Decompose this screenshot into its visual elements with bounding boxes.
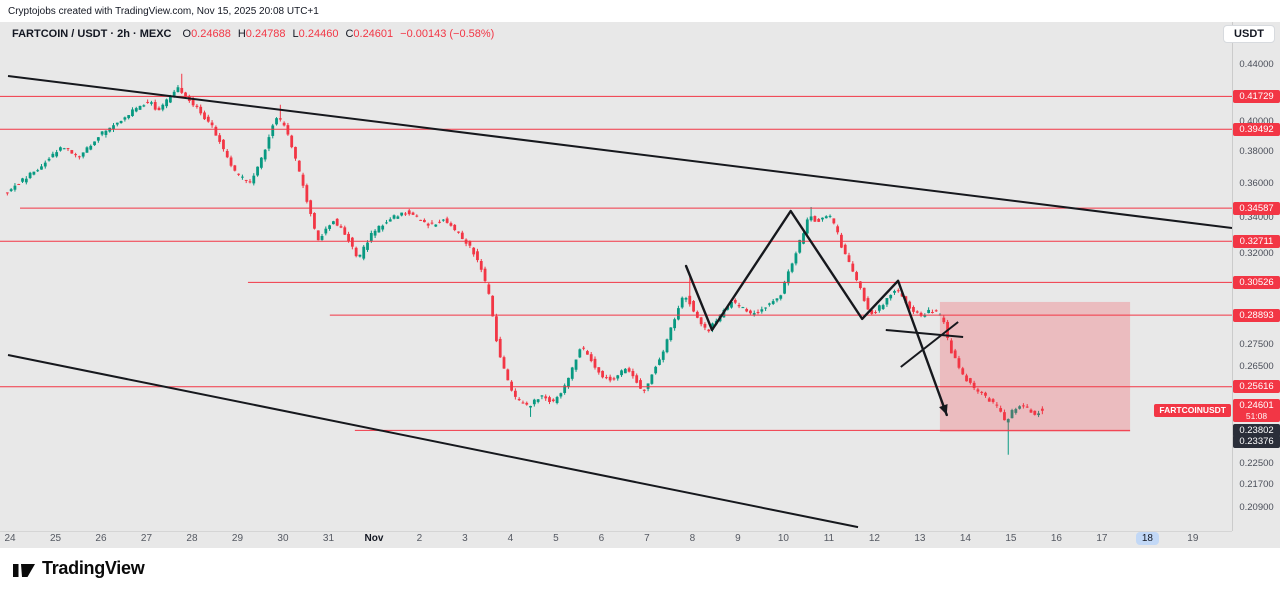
price-level-label: 0.30526 (1233, 275, 1280, 289)
time-label: 7 (644, 533, 650, 544)
bar-countdown-label: 51:08 (1245, 410, 1268, 421)
ohlc-close-value: 0.24601 (353, 28, 394, 40)
time-label: 4 (507, 533, 514, 544)
legend: FARTCOIN / USDT · 2h · MEXC O0.24688 H0.24… (12, 28, 494, 40)
date-highlight-label: 18 (1130, 532, 1164, 545)
price-tick: 0.32000 (1239, 248, 1274, 260)
time-label: 30 (277, 533, 289, 544)
trendline[interactable] (7, 354, 859, 529)
price-level-label: 0.32711 (1233, 234, 1280, 248)
ohlc-close-label: C (345, 28, 354, 40)
time-label: 6 (598, 533, 605, 544)
tradingview-wordmark: TradingView (42, 558, 145, 578)
tradingview-logo-mark-icon (13, 563, 35, 577)
price-level-label: 0.41729 (1233, 89, 1280, 103)
time-label: 25 (49, 533, 62, 544)
ohlc-change-value: −0.00143 (−0.58%) (400, 28, 495, 40)
time-label: 12 (868, 533, 880, 544)
supply-zone-rect[interactable] (939, 301, 1131, 432)
price-tick: 0.36000 (1239, 178, 1274, 190)
price-tick: 0.34000 (1239, 212, 1274, 224)
time-label: 9 (735, 533, 741, 544)
time-label: 3 (462, 533, 468, 544)
candles-layer (5, 73, 1044, 455)
tradingview-logo[interactable]: TradingView (12, 558, 145, 580)
time-label: 16 (1050, 533, 1062, 544)
price-tick: 0.40000 (1239, 115, 1274, 127)
attribution-bar: Cryptojobs created with TradingView.com,… (0, 0, 1280, 22)
time-label: 29 (231, 533, 244, 544)
zigzag-drawing[interactable] (684, 209, 948, 417)
chart-region: FARTCOIN / USDT · 2h · MEXC O0.24688 H0.24… (0, 22, 1280, 548)
price-tick: 0.20900 (1239, 501, 1274, 513)
price-level-label: 0.34587 (1233, 201, 1280, 215)
price-level-label: 0.25616 (1233, 380, 1280, 394)
arrowhead-icon (939, 404, 948, 415)
time-label: 27 (140, 533, 153, 544)
ohlc-low-value: 0.24460 (298, 28, 339, 40)
price-tick: 0.27500 (1239, 338, 1274, 350)
price-tick: 0.22500 (1239, 457, 1274, 469)
ohlc-high-label: H (237, 28, 246, 40)
time-axis[interactable]: 24 25 26 27 28 29 30 31 Nov 2 3 4 5 6 7 8 9 10 11 12 13 14 15 1… (0, 531, 1232, 548)
time-label: 2 (416, 533, 423, 544)
cross-mark-line[interactable] (900, 321, 959, 368)
time-label: 17 (1096, 533, 1108, 544)
symbol-price-flag: FARTCOINUSDT (1154, 404, 1231, 418)
chart-canvas[interactable] (0, 22, 1232, 531)
time-label: 19 (1187, 533, 1199, 544)
footer: TradingView (0, 548, 1280, 589)
time-label: 26 (95, 533, 107, 544)
ohlc-open-label: O (182, 28, 192, 40)
current-price-label: 0.24601 51:08 (1233, 398, 1280, 422)
time-label: 11 (823, 533, 835, 544)
time-label: 5 (553, 533, 559, 544)
cross-mark-line[interactable] (885, 328, 964, 338)
price-level-label: 0.39492 (1233, 122, 1280, 136)
price-tick: 0.44000 (1239, 58, 1274, 70)
price-level-label: 0.28893 (1233, 308, 1280, 322)
symbol-title[interactable]: FARTCOIN / USDT · 2h · MEXC (12, 28, 172, 40)
time-label: 13 (914, 533, 926, 544)
currency-toggle-button[interactable]: USDT (1223, 25, 1275, 43)
attribution-text: Cryptojobs created with TradingView.com,… (8, 5, 319, 17)
price-level-label: 0.23802 (1233, 423, 1280, 437)
ohlc-high-value: 0.24788 (245, 28, 286, 40)
time-label: 31 (322, 533, 335, 544)
levels-layer (0, 95, 1232, 431)
price-tick: 0.21700 (1239, 479, 1274, 491)
time-label: 28 (186, 533, 198, 544)
price-label: 0.23376 (1233, 434, 1280, 448)
time-label: 8 (689, 533, 696, 544)
time-label: 10 (777, 533, 789, 544)
price-tick: 0.38000 (1239, 146, 1274, 158)
trendline[interactable] (7, 74, 1232, 229)
current-price-value: 0.24601 (1239, 399, 1274, 411)
time-label: 15 (1005, 533, 1017, 544)
ohlc-open-value: 0.24688 (191, 28, 231, 40)
price-axis[interactable]: 0.44000 0.40000 0.38000 0.36000 0.34000 0.320… (1232, 22, 1280, 531)
time-label: Nov (364, 533, 384, 544)
ohlc-low-label: L (292, 28, 299, 40)
time-label: 24 (4, 533, 16, 544)
price-tick: 0.26500 (1239, 360, 1274, 372)
time-label: 14 (959, 533, 971, 544)
